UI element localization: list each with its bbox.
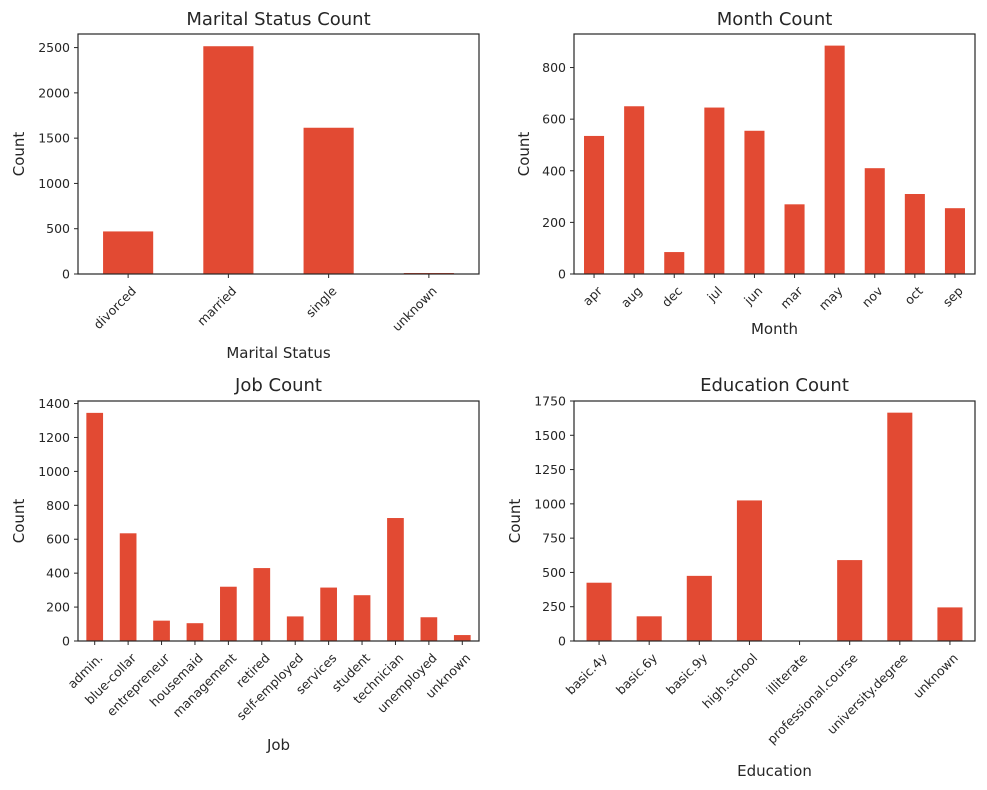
y-tick-label: 1250 [534,462,566,477]
chart-title: Education Count [700,375,849,396]
x-axis-label: Job [266,736,290,754]
bar-7 [937,607,963,641]
bar-1 [119,533,137,641]
y-tick-label: 1200 [38,430,70,445]
bar-6 [824,45,845,274]
axes-frame [77,400,480,642]
bars-group [103,46,454,275]
y-tick-label: 600 [46,532,70,547]
y-ticks-group: 0 500 1000 1500 2000 2500 [38,40,78,282]
bar-8 [904,194,925,274]
bar-0 [584,135,605,274]
bar-0 [86,412,104,641]
bar-0 [103,231,154,274]
y-tick-label: 1500 [534,428,566,443]
bar-3 [186,623,204,641]
y-tick-label: 1400 [38,396,70,411]
chart-title: Marital Status Count [186,9,370,30]
bar-2 [664,252,685,274]
y-tick-label: 750 [542,531,566,546]
bar-5 [837,560,863,641]
y-tick-label: 800 [46,498,70,513]
y-tick-label: 800 [542,60,566,75]
y-ticks-group: 0 200 400 600 800 1000 1200 1400 [38,396,78,649]
y-tick-label: 1000 [534,496,566,511]
y-tick-label: 0 [62,267,70,282]
y-tick-label: 1500 [38,131,70,146]
bar-4 [220,586,237,641]
bar-7 [320,587,337,641]
y-tick-label: 0 [558,267,566,282]
x-axis-label: Month [751,320,798,338]
y-tick-label: 200 [542,215,566,230]
y-tick-label: 0 [558,634,566,649]
bar-1 [624,106,645,274]
y-tick-label: 250 [542,599,566,614]
y-tick-label: 0 [62,634,70,649]
y-tick-label: 400 [542,163,566,178]
bar-1 [636,616,662,641]
bars-group [584,45,965,274]
y-ticks-group: 0 200 400 600 800 [542,60,574,282]
bar-6 [286,616,304,641]
y-axis-label: Count [10,499,28,544]
bar-6 [887,412,913,641]
axes-frame [573,400,976,642]
bar-1 [203,46,254,275]
y-tick-label: 400 [46,566,70,581]
bar-2 [686,575,712,641]
bar-11 [453,635,471,641]
bar-0 [586,582,612,641]
y-tick-label: 500 [46,221,70,236]
bar-5 [784,204,805,274]
y-tick-label: 1750 [534,394,566,409]
chart-title: Job Count [234,375,322,396]
y-axis-label: Count [506,499,524,544]
chart-title: Month Count [717,9,833,30]
y-tick-label: 2000 [38,85,70,100]
bar-5 [253,568,271,641]
bar-10 [420,617,438,641]
bar-2 [303,127,354,275]
y-axis-label: Count [515,132,533,177]
y-tick-label: 200 [46,600,70,615]
y-tick-label: 1000 [38,176,70,191]
bar-9 [944,208,965,274]
bars-group [586,412,963,641]
bars-group [86,412,471,641]
y-tick-label: 500 [542,565,566,580]
bar-7 [864,168,885,274]
bar-3 [704,107,725,274]
y-ticks-group: 0 250 500 750 1000 1250 1500 1750 [534,394,574,649]
bar-9 [387,518,404,641]
bar-2 [153,620,170,641]
bar-8 [353,595,371,641]
y-axis-label: Count [10,132,28,177]
bar-4 [744,130,765,274]
bar-3 [736,500,762,641]
y-tick-label: 2500 [38,40,70,55]
x-axis-label: Marital Status [226,344,330,362]
x-axis-label: Education [737,762,812,780]
y-tick-label: 1000 [38,464,70,479]
axes-frame [77,33,480,275]
axes-frame [573,33,976,275]
y-tick-label: 600 [542,112,566,127]
